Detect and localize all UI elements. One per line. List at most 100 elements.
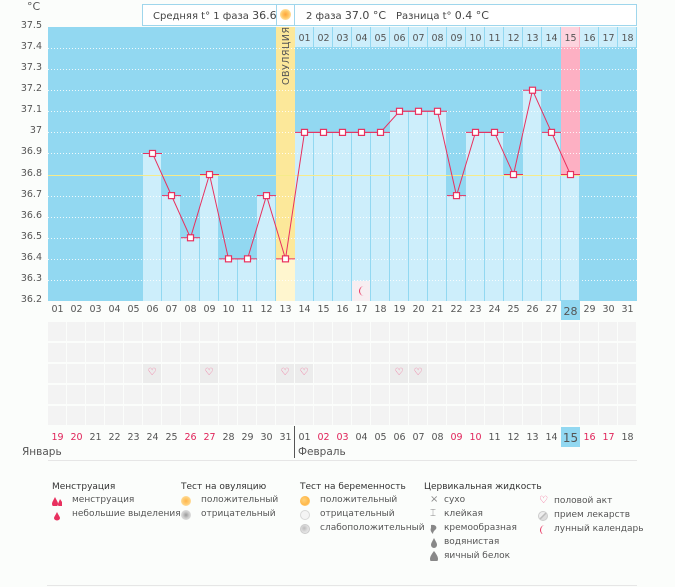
cycle-day-label[interactable]: 06 — [146, 304, 159, 315]
symptom-cell[interactable] — [561, 406, 579, 425]
symptom-cell[interactable] — [238, 343, 256, 362]
symptom-cell[interactable] — [295, 385, 313, 404]
cycle-day-label[interactable]: 25 — [507, 304, 520, 315]
symptom-cell[interactable] — [124, 364, 142, 383]
calendar-date[interactable]: 24 — [146, 432, 159, 443]
symptom-cell[interactable] — [86, 364, 104, 383]
symptom-cell[interactable] — [428, 322, 446, 341]
cycle-day-label[interactable]: 10 — [222, 304, 235, 315]
symptom-cell[interactable] — [447, 343, 465, 362]
symptom-cell[interactable] — [542, 406, 560, 425]
symptom-cell[interactable] — [447, 364, 465, 383]
symptom-cell[interactable] — [143, 406, 161, 425]
symptom-cell[interactable] — [580, 343, 598, 362]
cycle-day-label[interactable]: 20 — [412, 304, 425, 315]
cycle-day-label[interactable]: 27 — [545, 304, 558, 315]
symptom-cell[interactable] — [504, 343, 522, 362]
cycle-day-label[interactable]: 18 — [374, 304, 387, 315]
cycle-day-label[interactable]: 04 — [108, 304, 121, 315]
symptom-cell[interactable]: ♡ — [390, 364, 408, 383]
symptom-cell[interactable] — [200, 406, 218, 425]
calendar-date[interactable]: 16 — [583, 432, 596, 443]
symptom-cell[interactable] — [276, 406, 294, 425]
symptom-cell[interactable] — [314, 343, 332, 362]
calendar-date[interactable]: 12 — [507, 432, 520, 443]
cycle-day-label[interactable]: 30 — [602, 304, 615, 315]
symptom-cell[interactable] — [485, 406, 503, 425]
symptom-cell[interactable] — [523, 385, 541, 404]
calendar-date-today[interactable]: 15 — [561, 427, 580, 447]
symptom-cell[interactable] — [333, 364, 351, 383]
symptom-cell[interactable] — [390, 343, 408, 362]
calendar-date[interactable]: 07 — [412, 432, 425, 443]
symptom-cell[interactable] — [371, 385, 389, 404]
symptom-cell[interactable] — [580, 364, 598, 383]
symptom-cell[interactable] — [276, 385, 294, 404]
cycle-day-label[interactable]: 17 — [355, 304, 368, 315]
symptom-cell[interactable] — [257, 364, 275, 383]
symptom-cell[interactable] — [181, 364, 199, 383]
symptom-cell[interactable] — [580, 322, 598, 341]
symptom-cell[interactable] — [466, 322, 484, 341]
symptom-cell[interactable] — [238, 322, 256, 341]
symptom-cell[interactable] — [371, 322, 389, 341]
symptom-cell[interactable] — [333, 343, 351, 362]
symptom-cell[interactable] — [428, 406, 446, 425]
symptom-cell[interactable] — [523, 322, 541, 341]
symptom-cell[interactable] — [485, 385, 503, 404]
symptom-cell[interactable] — [162, 385, 180, 404]
symptom-cell[interactable] — [599, 406, 617, 425]
symptom-cell[interactable] — [428, 364, 446, 383]
calendar-date[interactable]: 28 — [222, 432, 235, 443]
symptom-cell[interactable] — [86, 406, 104, 425]
cycle-day-label[interactable]: 29 — [583, 304, 596, 315]
symptom-cell[interactable] — [390, 385, 408, 404]
symptom-cell[interactable] — [618, 322, 636, 341]
symptom-cell[interactable]: ♡ — [409, 364, 427, 383]
cycle-day-label[interactable]: 13 — [279, 304, 292, 315]
symptom-cell[interactable] — [618, 406, 636, 425]
cycle-day-label-current[interactable]: 28 — [561, 300, 580, 320]
symptom-cell[interactable] — [48, 406, 66, 425]
symptom-cell[interactable] — [257, 322, 275, 341]
cycle-day-label[interactable]: 22 — [450, 304, 463, 315]
symptom-cell[interactable] — [143, 322, 161, 341]
symptom-cell[interactable]: ♡ — [143, 364, 161, 383]
calendar-date[interactable]: 14 — [545, 432, 558, 443]
cycle-day-label[interactable]: 08 — [184, 304, 197, 315]
cycle-day-label[interactable]: 09 — [203, 304, 216, 315]
cycle-day-label[interactable]: 01 — [51, 304, 64, 315]
symptom-cell[interactable] — [561, 364, 579, 383]
symptom-cell[interactable] — [561, 322, 579, 341]
symptom-cell[interactable] — [238, 364, 256, 383]
symptom-cell[interactable] — [219, 364, 237, 383]
symptom-cell[interactable] — [162, 364, 180, 383]
calendar-date[interactable]: 22 — [108, 432, 121, 443]
symptom-cell[interactable] — [219, 343, 237, 362]
symptom-cell[interactable] — [428, 385, 446, 404]
symptom-cell[interactable] — [181, 322, 199, 341]
cycle-day-label[interactable]: 23 — [469, 304, 482, 315]
symptom-cell[interactable] — [67, 364, 85, 383]
symptom-cell[interactable] — [200, 385, 218, 404]
symptom-cell[interactable] — [599, 343, 617, 362]
cycle-day-label[interactable]: 26 — [526, 304, 539, 315]
symptom-cell[interactable] — [504, 364, 522, 383]
symptom-cell[interactable] — [314, 385, 332, 404]
calendar-date[interactable]: 08 — [431, 432, 444, 443]
symptom-cell[interactable] — [371, 406, 389, 425]
symptom-cell[interactable] — [542, 385, 560, 404]
cycle-day-label[interactable]: 31 — [621, 304, 634, 315]
calendar-date[interactable]: 13 — [526, 432, 539, 443]
symptom-cell[interactable] — [561, 343, 579, 362]
symptom-cell[interactable] — [162, 406, 180, 425]
symptom-cell[interactable] — [295, 343, 313, 362]
symptom-cell[interactable] — [67, 343, 85, 362]
symptom-cell[interactable] — [352, 406, 370, 425]
symptom-cell[interactable] — [238, 406, 256, 425]
cycle-day-label[interactable]: 12 — [260, 304, 273, 315]
symptom-cell[interactable] — [48, 385, 66, 404]
cycle-day-label[interactable]: 24 — [488, 304, 501, 315]
calendar-date[interactable]: 21 — [89, 432, 102, 443]
symptom-cell[interactable] — [447, 406, 465, 425]
